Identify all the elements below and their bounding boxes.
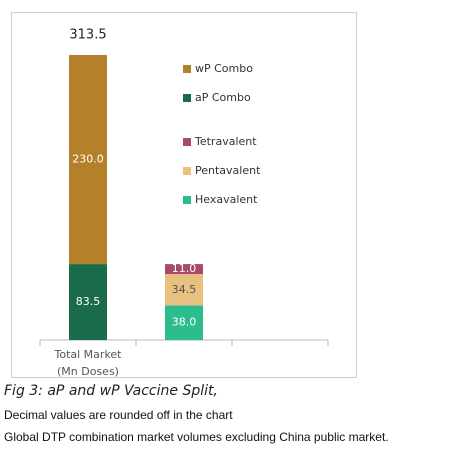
bar-segment: [69, 264, 107, 340]
legend-swatch: [183, 65, 191, 73]
data-label: 11.0: [172, 262, 197, 275]
bar-segment: [165, 274, 203, 306]
legend-label: Tetravalent: [194, 135, 257, 148]
x-tick-label: Total Market (Mn Doses): [54, 348, 122, 378]
data-label: 38.0: [172, 316, 197, 329]
legend-swatch: [183, 196, 191, 204]
caption: Fig 3: aP and wP Vaccine Split,: [4, 383, 218, 399]
bar-segment: [165, 305, 203, 340]
legend-swatch: [183, 167, 191, 175]
legend-swatch: [183, 94, 191, 102]
bar-segment: [69, 55, 107, 265]
legend-label: Pentavalent: [195, 164, 261, 177]
total-label: 313.5: [69, 28, 106, 43]
note: Decimal values are rounded off in the ch…: [4, 408, 233, 422]
note: Global DTP combination market volumes ex…: [4, 430, 389, 444]
legend-swatch: [183, 138, 191, 146]
legend-label: Hexavalent: [195, 193, 258, 206]
bar-segment: [165, 264, 203, 275]
legend-label: wP Combo: [195, 62, 253, 75]
data-label: 34.5: [172, 283, 197, 296]
chart-border: [11, 12, 357, 378]
data-label: 230.0: [72, 153, 104, 166]
data-label: 83.5: [76, 295, 101, 308]
legend-label: aP Combo: [195, 91, 251, 104]
